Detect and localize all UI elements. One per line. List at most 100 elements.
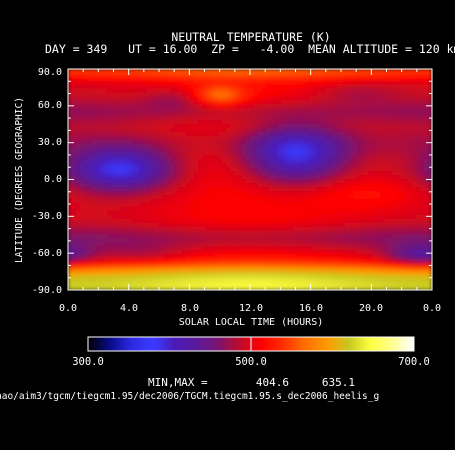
field-cell xyxy=(400,131,405,137)
field-cell xyxy=(103,234,108,239)
field-cell xyxy=(269,210,275,216)
field-cell xyxy=(380,72,385,78)
field-cell xyxy=(83,159,89,165)
field-cell xyxy=(186,139,191,145)
field-cell xyxy=(356,234,362,239)
field-cell xyxy=(400,175,405,180)
field-cell xyxy=(396,167,401,172)
field-cell xyxy=(415,206,421,212)
field-cell xyxy=(245,100,251,105)
field-cell xyxy=(380,183,385,188)
field-cell xyxy=(103,72,108,78)
field-cell xyxy=(134,183,140,188)
field-cell xyxy=(419,202,425,208)
field-cell xyxy=(332,127,338,133)
field-cell xyxy=(297,127,302,133)
field-cell xyxy=(285,147,290,153)
field-cell xyxy=(202,159,207,165)
field-cell xyxy=(225,143,231,149)
field-cell xyxy=(103,258,108,263)
field-cell xyxy=(138,104,144,109)
field-cell xyxy=(131,76,136,82)
field-cell xyxy=(233,230,239,236)
field-cell xyxy=(324,198,330,204)
field-cell xyxy=(174,277,180,283)
field-cell xyxy=(174,100,180,105)
field-cell xyxy=(245,210,251,216)
field-cell xyxy=(170,194,176,200)
field-cell xyxy=(142,104,148,109)
field-cell xyxy=(309,175,314,180)
field-cell xyxy=(119,80,124,86)
field-cell xyxy=(289,269,294,275)
field-cell xyxy=(218,218,223,224)
field-cell xyxy=(214,155,219,161)
field-cell xyxy=(107,127,112,133)
field-cell xyxy=(253,72,259,78)
field-cell xyxy=(368,143,373,149)
field-cell xyxy=(174,258,180,263)
field-cell xyxy=(75,273,81,279)
field-cell xyxy=(293,246,298,251)
field-cell xyxy=(233,76,239,82)
field-cell xyxy=(127,69,132,74)
field-cell xyxy=(423,127,429,133)
field-cell xyxy=(281,206,286,212)
field-cell xyxy=(423,112,429,117)
field-cell xyxy=(316,171,322,176)
field-cell xyxy=(91,135,96,141)
field-cell xyxy=(269,246,275,251)
field-cell xyxy=(277,104,282,109)
field-cell xyxy=(245,230,251,236)
field-cell xyxy=(257,167,263,172)
field-cell xyxy=(419,69,425,74)
field-cell xyxy=(119,108,124,113)
field-cell xyxy=(297,100,302,105)
field-cell xyxy=(411,100,417,105)
field-cell xyxy=(245,183,251,188)
field-cell xyxy=(119,123,124,129)
field-cell xyxy=(194,120,199,125)
field-cell xyxy=(174,127,180,133)
field-cell xyxy=(127,242,132,247)
field-cell xyxy=(241,258,247,263)
field-cell xyxy=(356,116,362,121)
field-cell xyxy=(384,72,389,78)
field-cell xyxy=(194,84,199,90)
field-cell xyxy=(269,127,275,133)
field-cell xyxy=(186,250,191,255)
field-cell xyxy=(301,187,306,192)
field-cell xyxy=(281,202,286,208)
field-cell xyxy=(340,214,346,220)
field-cell xyxy=(285,80,290,86)
field-cell xyxy=(404,273,409,279)
field-cell xyxy=(241,151,247,157)
field-cell xyxy=(182,191,187,196)
field-cell xyxy=(241,191,247,196)
field-cell xyxy=(225,242,231,247)
field-cell xyxy=(293,131,298,137)
field-cell xyxy=(388,123,393,129)
field-cell xyxy=(400,96,405,101)
field-cell xyxy=(427,222,432,228)
field-cell xyxy=(364,238,369,243)
field-cell xyxy=(281,246,286,251)
field-cell xyxy=(332,167,338,172)
field-cell xyxy=(301,202,306,208)
field-cell xyxy=(419,262,425,267)
field-cell xyxy=(253,171,259,176)
field-cell xyxy=(190,246,195,251)
field-cell xyxy=(154,273,160,279)
field-cell xyxy=(150,214,156,220)
field-cell xyxy=(289,254,294,259)
field-cell xyxy=(111,151,116,157)
field-cell xyxy=(281,234,286,239)
field-cell xyxy=(134,151,140,157)
field-cell xyxy=(91,234,96,239)
field-cell xyxy=(198,88,203,93)
field-cell xyxy=(186,155,191,161)
field-cell xyxy=(293,194,298,200)
field-cell xyxy=(360,250,366,255)
field-cell xyxy=(83,214,89,220)
field-cell xyxy=(336,96,342,101)
